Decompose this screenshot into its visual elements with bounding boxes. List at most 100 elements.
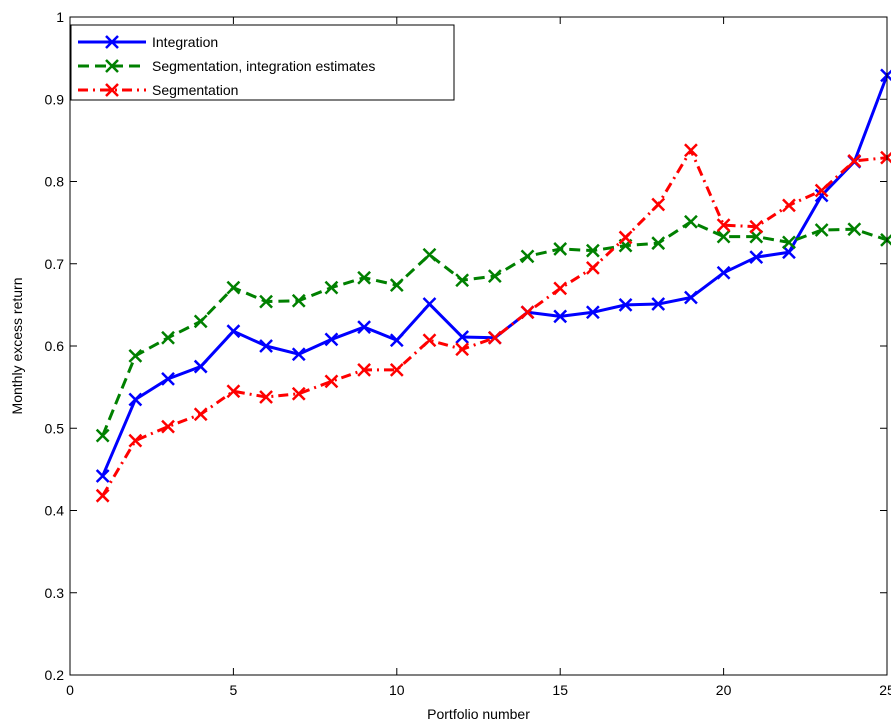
legend-item-2: Segmentation <box>78 82 238 98</box>
data-point <box>684 290 698 305</box>
data-point <box>618 297 633 312</box>
data-point <box>782 245 796 260</box>
data-point <box>651 297 666 311</box>
y-tick-label: 0.9 <box>45 91 65 107</box>
ticks-layer: 0 5 10 15 20 25 0.2 0.3 0.4 0.5 0.6 0.7 0.8 0.9 1 <box>45 9 891 698</box>
data-point <box>128 348 143 363</box>
data-point <box>618 230 633 245</box>
data-point <box>455 273 470 288</box>
data-point <box>553 309 568 324</box>
data-point <box>455 330 470 344</box>
y-tick-label: 0.7 <box>45 256 65 272</box>
data-point <box>128 392 143 407</box>
y-tick-label: 0.6 <box>45 338 65 354</box>
data-point <box>291 293 306 308</box>
data-point <box>520 305 535 320</box>
data-point <box>422 247 437 262</box>
data-point <box>161 330 175 345</box>
data-point <box>357 320 372 334</box>
y-tick-label: 0.4 <box>45 503 65 519</box>
data-point <box>324 332 339 347</box>
data-point <box>782 235 796 250</box>
data-point <box>324 374 339 389</box>
data-point <box>259 339 273 353</box>
plot-area <box>70 17 887 675</box>
y-tick-label: 1 <box>56 9 64 25</box>
data-point <box>291 386 306 401</box>
legend: Integration Segmentation, integration est… <box>70 24 455 101</box>
data-point <box>553 242 568 256</box>
legend-item-1: Segmentation, integration estimates <box>78 58 375 74</box>
data-point <box>161 419 175 434</box>
data-point <box>389 333 404 348</box>
data-point <box>226 324 241 339</box>
data-point <box>749 229 764 244</box>
data-point <box>422 297 437 311</box>
data-point <box>95 428 110 443</box>
y-axis-label: Monthly excess return <box>9 278 25 415</box>
data-point <box>651 236 666 251</box>
data-point <box>422 333 437 348</box>
data-point <box>585 305 600 320</box>
data-point <box>520 249 535 264</box>
data-point <box>553 281 568 296</box>
data-point <box>95 488 110 503</box>
x-tick-label: 10 <box>389 682 405 698</box>
legend-box <box>70 24 455 101</box>
data-point <box>357 270 372 285</box>
data-point <box>389 362 404 377</box>
series-layer <box>95 68 891 503</box>
data-point <box>259 390 273 404</box>
x-tick-label: 5 <box>230 682 238 698</box>
legend-label: Segmentation <box>152 82 238 98</box>
series-2 <box>95 143 891 503</box>
data-point <box>389 278 404 293</box>
data-point <box>749 250 764 265</box>
data-point <box>291 347 306 362</box>
legend-label: Integration <box>152 34 218 50</box>
data-point <box>716 229 731 244</box>
x-tick-label: 20 <box>716 682 732 698</box>
data-point <box>684 143 698 158</box>
x-tick-label: 15 <box>552 682 568 698</box>
data-point <box>357 362 372 377</box>
y-tick-label: 0.8 <box>45 174 65 190</box>
legend-items: Integration Segmentation, integration est… <box>78 34 375 98</box>
data-point <box>585 243 600 258</box>
data-point <box>814 183 829 198</box>
data-point <box>684 214 698 229</box>
data-point <box>324 280 339 295</box>
data-point <box>749 219 764 234</box>
x-tick-label: 0 <box>66 682 74 698</box>
data-point <box>847 222 862 237</box>
data-point <box>95 469 110 483</box>
y-tick-label: 0.3 <box>45 585 65 601</box>
data-point <box>259 294 273 309</box>
data-point <box>585 260 600 275</box>
data-point <box>455 342 470 357</box>
legend-marker <box>105 35 119 49</box>
x-axis-label: Portfolio number <box>427 706 530 722</box>
data-point <box>716 265 731 280</box>
data-point <box>226 384 241 399</box>
data-point <box>782 198 796 213</box>
data-point <box>651 197 666 212</box>
data-point <box>487 269 502 283</box>
y-tick-label: 0.5 <box>45 420 65 436</box>
data-point <box>814 188 829 203</box>
data-point <box>226 280 241 295</box>
data-point <box>128 433 143 448</box>
legend-label: Segmentation, integration estimates <box>152 58 375 74</box>
data-point <box>193 314 208 329</box>
data-point <box>814 223 829 237</box>
legend-marker <box>105 59 119 73</box>
y-tick-label: 0.2 <box>45 667 65 683</box>
data-point <box>161 372 175 386</box>
data-point <box>487 330 502 345</box>
data-point <box>847 154 862 168</box>
data-point <box>193 359 208 374</box>
data-point <box>716 218 731 232</box>
legend-item-0: Integration <box>78 34 218 50</box>
legend-marker <box>105 83 119 97</box>
